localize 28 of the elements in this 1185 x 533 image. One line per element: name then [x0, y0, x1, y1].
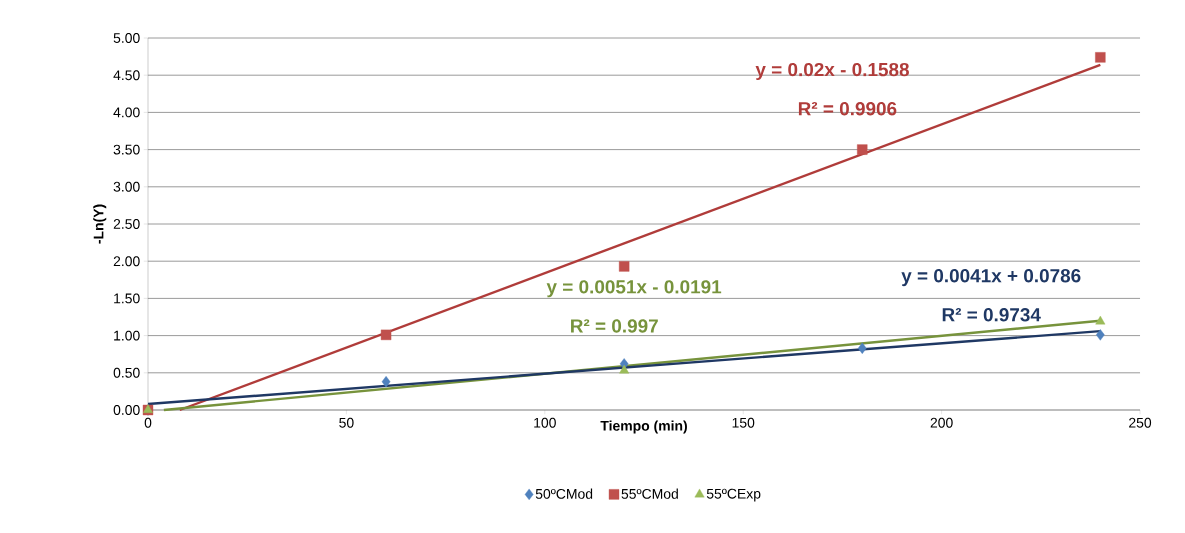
y-tick-label: 5.00: [113, 33, 140, 43]
y-tick-label: 0.50: [113, 367, 140, 378]
annotation: R² = 0.997: [571, 319, 658, 333]
x-tick-label: 200: [930, 417, 953, 428]
y-tick-label: 2.50: [113, 219, 140, 229]
y-tick-label: 1.00: [114, 330, 140, 341]
x-axis-title: Tiempo (min): [600, 420, 687, 434]
x-tick-label: 150: [732, 417, 755, 428]
y-tick-label: 4.00: [113, 107, 140, 118]
annotation: y = 0.0041x + 0.0786: [901, 268, 1081, 287]
legend-label: 50ºCMod: [535, 488, 593, 499]
y-tick-label: 2.00: [113, 256, 140, 267]
x-tick-label: 100: [534, 417, 556, 428]
annotation: y = 0.0051x - 0.0191: [546, 280, 722, 298]
y-tick-label: 3.50: [113, 144, 140, 155]
x-tick-label: 50: [339, 417, 354, 428]
y-tick-label: 3.00: [113, 181, 140, 192]
y-tick-label: 0.00: [113, 405, 140, 415]
x-tick-label: 0: [144, 417, 152, 428]
y-axis-title: -Ln(Y): [93, 204, 107, 244]
annotation: R² = 0.9734: [942, 308, 1041, 322]
y-tick-label: 4.50: [113, 70, 140, 81]
annotation: R² = 0.9906: [798, 101, 897, 116]
y-tick-label: 1.50: [114, 293, 140, 304]
legend-label: 55ºCMod: [621, 488, 678, 499]
x-tick-label: 250: [1129, 417, 1152, 428]
annotation: y = 0.02x - 0.1588: [755, 62, 909, 81]
legend-label: 55ºCExp: [706, 488, 761, 502]
